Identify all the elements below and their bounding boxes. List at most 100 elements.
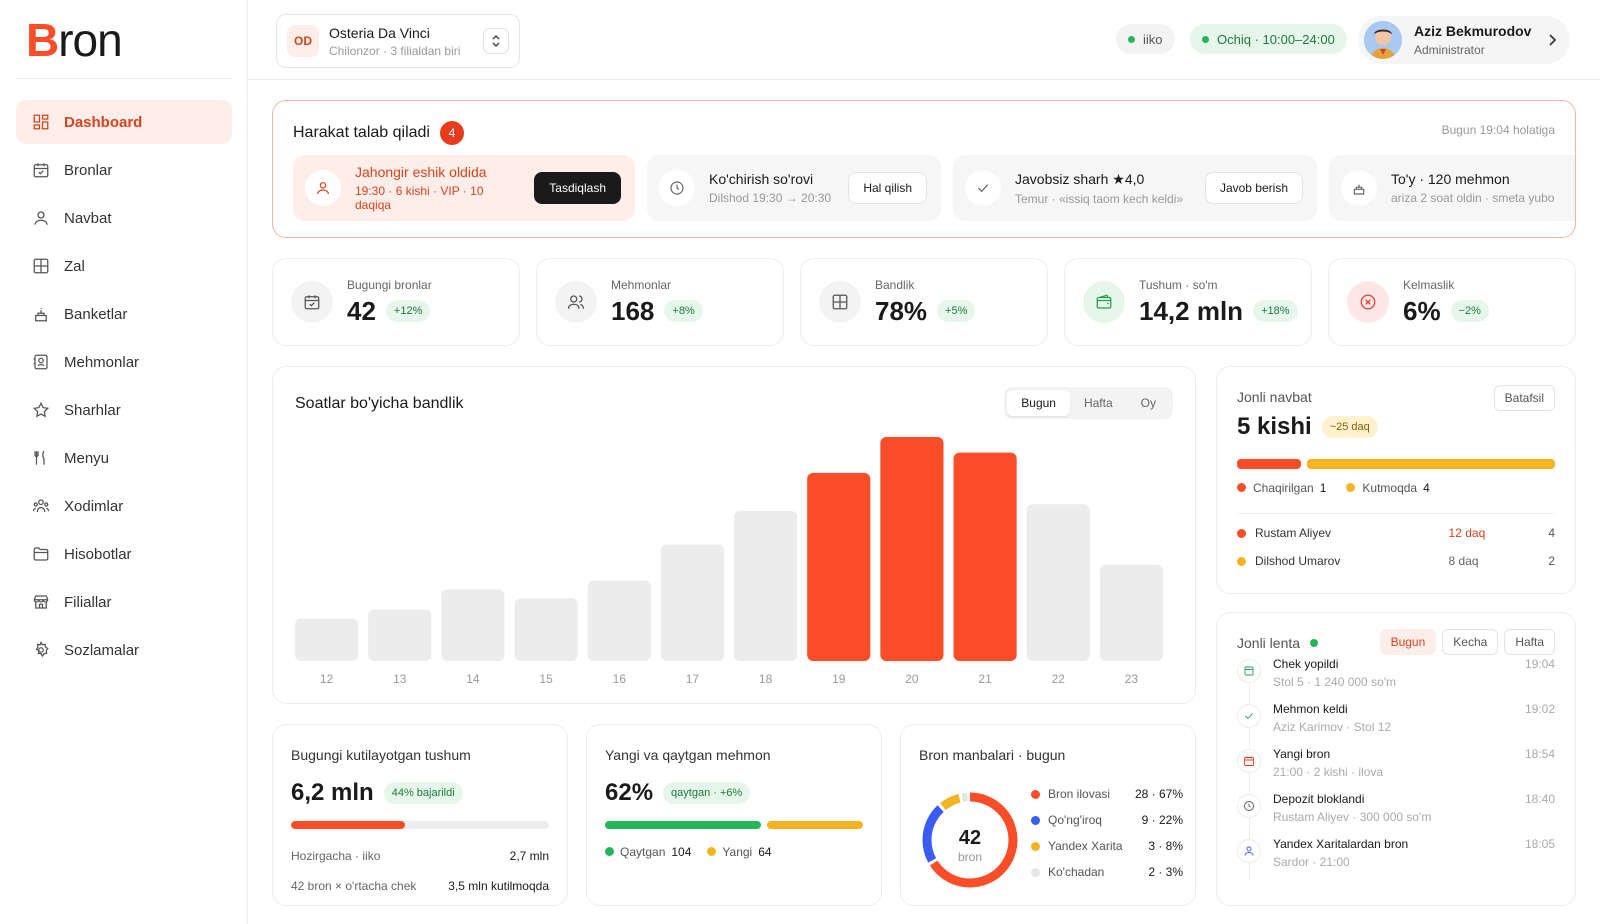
calendar-icon xyxy=(1237,749,1261,773)
bar-21[interactable] xyxy=(953,452,1017,661)
reply-button[interactable]: Javob berish xyxy=(1204,172,1303,204)
sidebar-item-zal[interactable]: Zal xyxy=(16,244,232,288)
occupancy-bar-chart: 12 13 14 15 16 17 18 19 20 21 22 23 xyxy=(295,437,1163,686)
sidebar-item-mehmonlar[interactable]: Mehmonlar xyxy=(16,340,232,384)
kpi-value: 42 xyxy=(347,295,376,326)
chevron-updown-icon[interactable] xyxy=(483,28,509,54)
kpi-revenue[interactable]: Tushum · so'm 14,2 mln +18% xyxy=(1064,258,1312,346)
action-card-move[interactable]: Ko'chirish so'rovi Dilshod 19:30 → 20:30… xyxy=(647,155,941,221)
x-tick-label: 20 xyxy=(905,672,919,686)
x-tick-label: 14 xyxy=(466,672,480,686)
kpi-occupancy[interactable]: Bandlik 78% +5% xyxy=(800,258,1048,346)
queue-divider xyxy=(1237,513,1555,514)
revenue-value: 6,2 mln xyxy=(291,779,374,806)
timeline-line xyxy=(1249,681,1250,881)
queue-row[interactable]: Rustam Aliyev 12 daq 4 xyxy=(1237,523,1555,543)
folder-icon xyxy=(33,547,49,561)
sidebar-item-label: Menyu xyxy=(64,449,110,467)
bar-16[interactable] xyxy=(587,580,651,661)
action-card-banquet[interactable]: To'y · 120 mehmon ariza 2 soat oldin · s… xyxy=(1329,155,1575,221)
progress-fill xyxy=(291,821,405,829)
sidebar-item-banketlar[interactable]: Banketlar xyxy=(16,292,232,336)
feed-item[interactable]: Mehmon keldi Aziz Karimov · Stol 12 19:0… xyxy=(1237,702,1555,748)
sidebar-item-label: Banketlar xyxy=(64,305,128,323)
action-card-arrival[interactable]: Jahongir eshik oldida 19:30 · 6 kishi · … xyxy=(293,155,635,221)
sidebar-item-navbat[interactable]: Navbat xyxy=(16,196,232,240)
tab-kecha[interactable]: Kecha xyxy=(1442,629,1499,655)
bar-17[interactable] xyxy=(660,544,724,661)
chart-title: Soatlar bo'yicha bandlik xyxy=(295,395,464,412)
bar-19[interactable] xyxy=(807,472,871,661)
check-icon xyxy=(1237,704,1261,728)
action-timestamp: Bugun 19:04 holatiga xyxy=(1441,123,1555,137)
feed-item[interactable]: Yangi bron 21:00 · 2 kishi · ilova 18:54 xyxy=(1237,747,1555,793)
person-icon xyxy=(34,211,48,225)
sidebar-item-label: Mehmonlar xyxy=(64,353,140,371)
user-menu[interactable]: Aziz Bekmurodov Administrator xyxy=(1358,16,1570,64)
branch-sub: Chilonzor · 3 filialdan biri xyxy=(329,43,461,58)
branch-selector[interactable]: OD Osteria Da Vinci Chilonzor · 3 filial… xyxy=(276,14,520,68)
bar-12[interactable] xyxy=(295,618,359,661)
donut-slice-1 xyxy=(922,792,1018,888)
called-segment xyxy=(1237,459,1301,469)
sidebar-item-label: Filiallar xyxy=(64,593,112,611)
sidebar-item-dashboard[interactable]: Dashboard xyxy=(16,100,232,144)
legend-dot-icon xyxy=(1237,483,1246,492)
open-hours-badge: Ochiq · 10:00–24:00 xyxy=(1190,24,1347,54)
tab-bugun[interactable]: Bugun xyxy=(1007,390,1070,416)
card-title: Bugungi kutilayotgan tushum xyxy=(291,747,471,763)
action-card-sub: ariza 2 soat oldin · smeta yubo xyxy=(1391,191,1555,205)
sidebar: Bron Dashboard Bronlar Navbat Zal Banket… xyxy=(0,0,248,924)
kpi-bookings[interactable]: Bugungi bronlar 42 +12% xyxy=(272,258,520,346)
sidebar-item-label: Hisobotlar xyxy=(64,545,132,563)
bar-20[interactable] xyxy=(880,437,944,661)
bar-23[interactable] xyxy=(1099,564,1163,661)
kpi-value: 78% xyxy=(875,295,928,326)
tab-hafta[interactable]: Hafta xyxy=(1083,396,1113,410)
sidebar-item-bronlar[interactable]: Bronlar xyxy=(16,148,232,192)
new-segment xyxy=(767,821,863,829)
sidebar-item-label: Navbat xyxy=(64,209,112,227)
action-card-title: Ko'chirish so'rovi xyxy=(709,171,814,187)
tab-hafta[interactable]: Hafta xyxy=(1504,629,1555,655)
person-icon xyxy=(305,170,341,206)
bron-logo[interactable]: Bron xyxy=(26,14,123,66)
donut-slice-0 xyxy=(922,792,1018,888)
resolve-button[interactable]: Hal qilish xyxy=(848,172,927,204)
contacts-icon xyxy=(33,354,48,370)
tab-bugun[interactable]: Bugun xyxy=(1379,629,1437,655)
sidebar-item-sharhlar[interactable]: Sharhlar xyxy=(16,388,232,432)
kpi-delta: +12% xyxy=(385,300,431,322)
bar-14[interactable] xyxy=(441,589,505,661)
sidebar-item-menyu[interactable]: Menyu xyxy=(16,436,232,480)
bar-13[interactable] xyxy=(368,609,432,661)
bar-22[interactable] xyxy=(1026,504,1090,661)
status-dot-icon xyxy=(1237,528,1246,538)
feed-item[interactable]: Chek yopildi Stol 5 · 1 240 000 so'm 19:… xyxy=(1237,657,1555,703)
confirm-button[interactable]: Tasdiqlash xyxy=(534,172,621,204)
user-role: Administrator xyxy=(1414,43,1485,57)
kpi-guests[interactable]: Mehmonlar 168 +8% xyxy=(536,258,784,346)
feed-item[interactable]: Yandex Xaritalardan bron Sardor · 21:00 … xyxy=(1237,837,1555,883)
kpi-delta: +5% xyxy=(937,300,976,322)
sidebar-item-sozlamalar[interactable]: Sozlamalar xyxy=(16,628,232,672)
card-title: Yangi va qaytgan mehmon xyxy=(605,747,771,763)
sidebar-item-hisobotlar[interactable]: Hisobotlar xyxy=(16,532,232,576)
kpi-value: 168 xyxy=(611,295,655,326)
bar-15[interactable] xyxy=(514,598,578,661)
tab-oy[interactable]: Oy xyxy=(1140,396,1156,410)
feed-item[interactable]: Depozit bloklandi Rustam Aliyev · 300 00… xyxy=(1237,792,1555,838)
x-tick-label: 23 xyxy=(1125,672,1139,686)
live-dot-icon xyxy=(1310,639,1319,647)
action-card-review[interactable]: Javobsiz sharh ★4,0 Temur · «issiq taom … xyxy=(953,155,1317,221)
fork-knife-icon xyxy=(34,450,45,465)
details-button[interactable]: Batafsil xyxy=(1493,385,1555,411)
kpi-label: Kelmaslik xyxy=(1403,277,1455,292)
sidebar-item-label: Sharhlar xyxy=(64,401,121,419)
kpi-noshow[interactable]: Kelmaslik 6% −2% xyxy=(1328,258,1576,346)
queue-row[interactable]: Dilshod Umarov 8 daq 2 xyxy=(1237,551,1555,571)
bar-18[interactable] xyxy=(734,510,798,661)
branch-initials: OD xyxy=(287,25,319,57)
sidebar-item-filiallar[interactable]: Filiallar xyxy=(16,580,232,624)
sidebar-item-xodimlar[interactable]: Xodimlar xyxy=(16,484,232,528)
